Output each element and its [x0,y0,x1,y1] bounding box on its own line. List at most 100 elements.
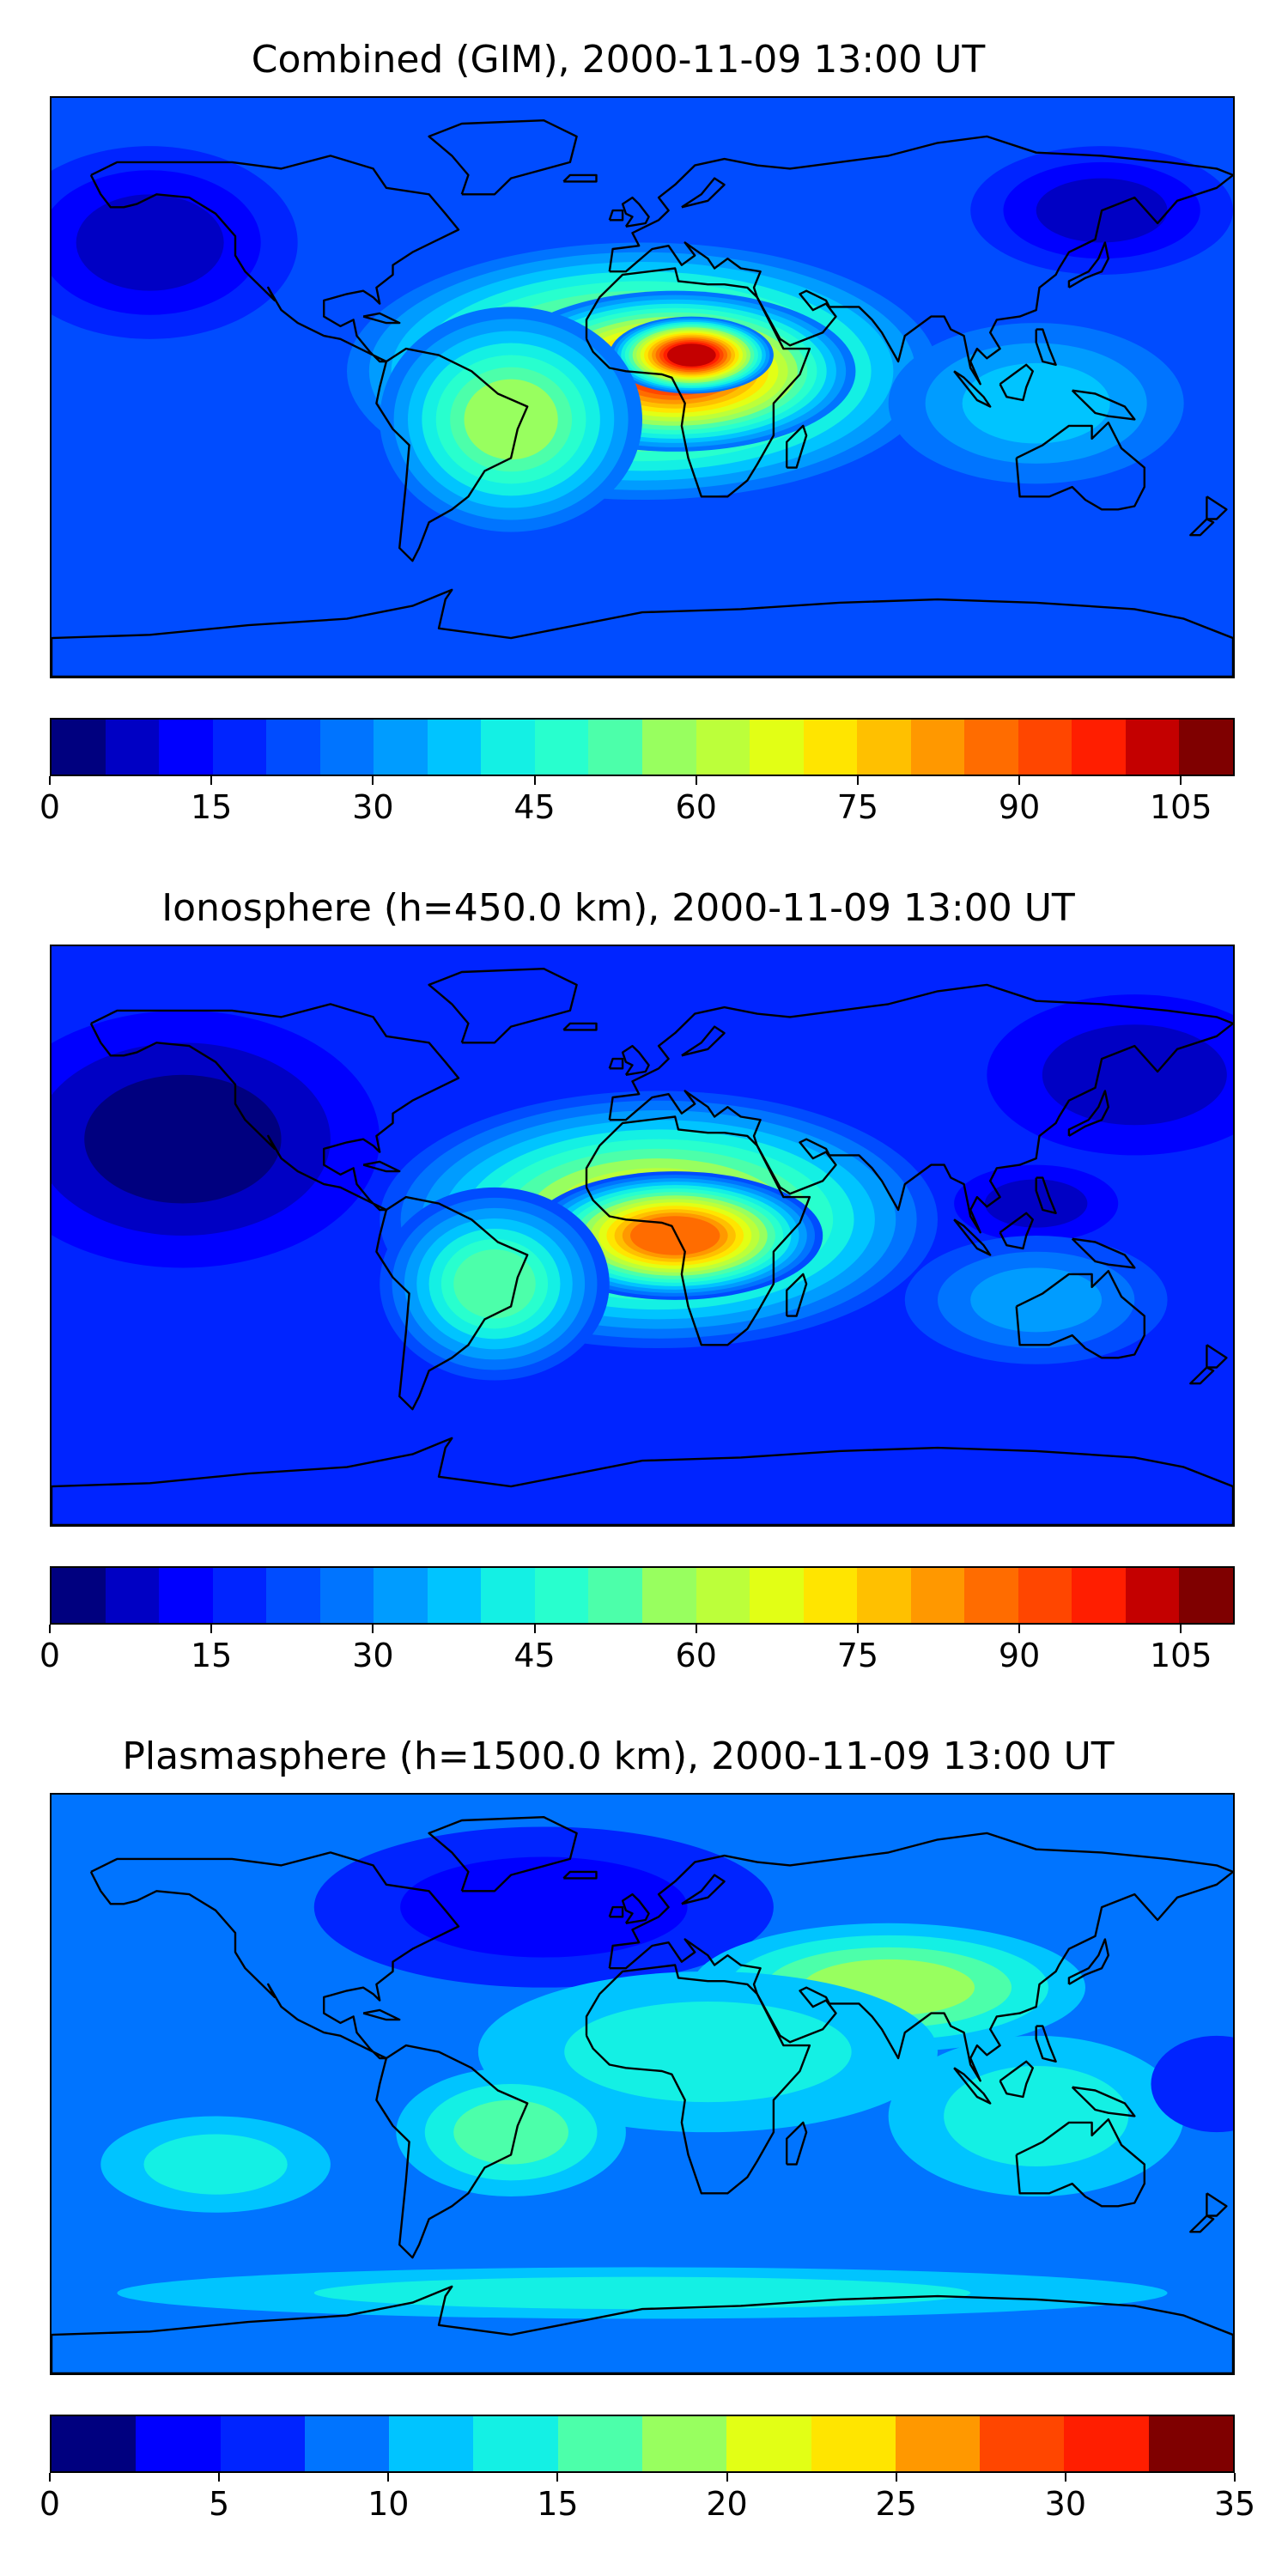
coastline [608,983,1233,1234]
colorbar-tick [49,1625,51,1633]
colorbar-tick [856,776,859,785]
colorbar-segment [1125,1568,1180,1623]
coastline [362,312,401,325]
coastline [1071,1237,1136,1269]
coastline [1067,1090,1110,1137]
contour-region [962,362,1110,444]
coastlines [52,119,1233,677]
colorbar-tick [1234,2473,1236,2482]
coastline [428,119,578,196]
colorbar-segment [750,720,804,775]
coastline [1071,389,1136,421]
coastline [1015,422,1146,511]
coastline [1067,241,1110,289]
colorbar-segment [1072,720,1126,775]
contour-region [76,194,224,291]
colorbar-segment [481,720,535,775]
colorbar-segment [696,1568,750,1623]
contour-region [1151,2035,1233,2133]
colorbar-tick-label: 90 [998,1637,1041,1674]
colorbar-segment [1072,1568,1126,1623]
colorbar-tick-label: 0 [39,1637,61,1674]
colorbar-tick [218,2473,221,2482]
colorbar-tick [210,1625,213,1633]
colorbar-segment [534,1568,589,1623]
colorbar-segment [642,1568,696,1623]
colorbar-segment [319,1568,374,1623]
colorbar-tick [372,1625,374,1633]
panel-3-colorbar-ticks: 0 5 10 15 20 25 30 35 [39,2473,1255,2524]
colorbar-segment [220,2416,305,2471]
coastline [621,196,650,228]
panel-2-map [50,945,1235,1527]
coastline [681,1025,726,1057]
coastline [585,1115,811,1346]
contour-region [313,2276,971,2310]
colorbar-segment [696,720,750,775]
colorbar-tick-label: 45 [513,788,556,826]
coastline [362,1160,401,1173]
colorbar-tick-label: 60 [675,1637,717,1674]
colorbar-segment [750,1568,804,1623]
colorbar-segment [641,2416,727,2471]
coastline [562,1870,598,1880]
coastline [1035,2025,1057,2063]
contour-region [630,1216,720,1255]
colorbar-tick-label: 15 [190,788,233,826]
colorbar-segment [481,1568,535,1623]
coastline [681,177,726,209]
coastline [89,1851,460,2060]
coastline [562,173,598,183]
coastlines [52,1816,1233,2373]
colorbar-segment [895,2416,981,2471]
colorbar-tick [533,1625,536,1633]
contour-region [453,2099,568,2165]
coastline [585,1964,811,2195]
contour-region [944,2065,1129,2166]
panel-1-map-canvas [52,98,1233,677]
coastline [953,370,992,408]
colorbar-segment [857,720,911,775]
colorbar-segment [389,2416,474,2471]
contour-region [453,1249,536,1319]
coastline [1015,2118,1146,2208]
coastline [375,347,529,562]
colorbar-segment [1148,2416,1233,2471]
coastline [999,2060,1035,2099]
colorbar-segment [964,1568,1018,1623]
coastline [585,267,811,498]
coastline [1035,1176,1057,1214]
panel-3-colorbar [50,2415,1235,2473]
coastline [1206,495,1228,520]
colorbar-segment [374,720,428,775]
colorbar-tick-label: 10 [368,2485,410,2523]
colorbar-segment [803,720,858,775]
colorbar-segment [212,720,267,775]
coastline [52,2285,1233,2373]
colorbar-segment [52,1568,106,1623]
coastline [89,155,460,363]
colorbar-segment [52,720,106,775]
colorbar-tick-label: 30 [1044,2485,1087,2523]
colorbar-tick [726,2473,728,2482]
colorbar-tick-label: 30 [352,1637,394,1674]
coastline [428,1816,578,1893]
coastline [89,1003,460,1212]
colorbar-segment [1064,2416,1149,2471]
coastline [375,1195,529,1411]
colorbar-tick-label: 0 [39,788,61,826]
panel-1-colorbar [50,718,1235,776]
colorbar-segment [857,1568,911,1623]
contour-region [84,1074,282,1204]
coastline [608,135,1233,386]
colorbar-tick-label: 0 [39,2485,61,2523]
colorbar-tick [1180,776,1182,785]
colorbar-tick-label: 45 [513,1637,556,1674]
colorbar-tick-label: 75 [836,1637,879,1674]
colorbar-segment [964,720,1018,775]
coastline [1189,518,1215,537]
panel-1-map [50,96,1235,678]
colorbar-tick-label: 20 [706,2485,748,2523]
colorbar-tick [210,776,213,785]
colorbar-segment [304,2416,390,2471]
